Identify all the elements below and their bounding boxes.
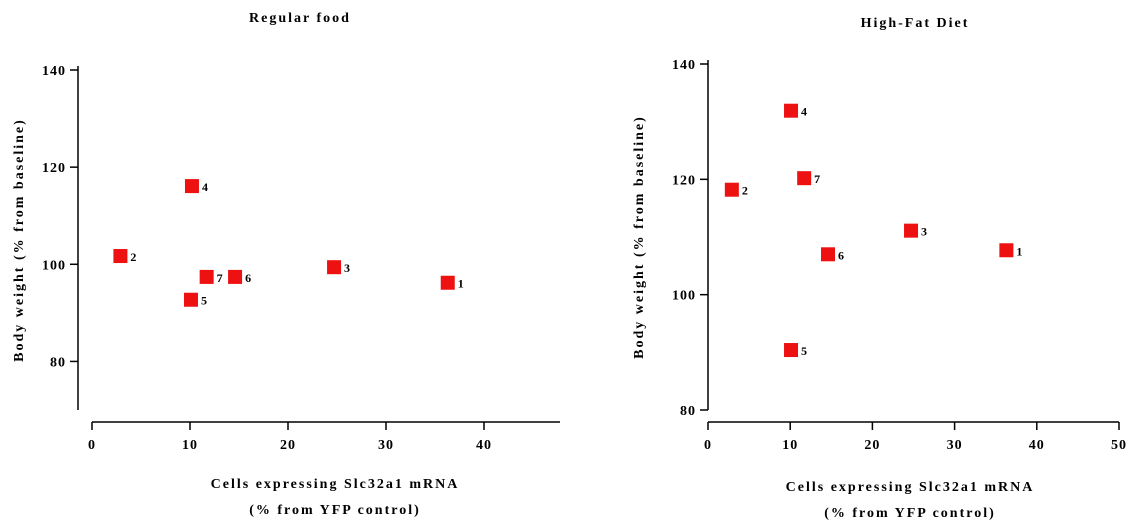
x-tick-label: 0 bbox=[704, 438, 712, 453]
y-tick-label: 140 bbox=[672, 58, 696, 73]
data-point-marker bbox=[184, 179, 199, 194]
data-point-label: 6 bbox=[245, 271, 251, 285]
x-tick-label: 0 bbox=[88, 438, 96, 453]
x-tick-label: 50 bbox=[1111, 438, 1127, 453]
x-tick-label: 40 bbox=[476, 438, 492, 453]
y-tick-label: 140 bbox=[42, 64, 66, 79]
data-point-label: 6 bbox=[838, 248, 844, 262]
y-tick-label: 120 bbox=[672, 173, 696, 188]
y-tick-label: 100 bbox=[42, 258, 66, 273]
y-tick-label: 80 bbox=[50, 355, 66, 370]
data-point-marker bbox=[183, 292, 198, 307]
data-point-label: 5 bbox=[801, 344, 807, 358]
y-tick-label: 120 bbox=[42, 161, 66, 176]
data-point-label: 7 bbox=[217, 271, 223, 285]
data-point-marker bbox=[724, 182, 739, 197]
data-point-label: 4 bbox=[801, 105, 807, 119]
data-point-marker bbox=[113, 249, 128, 264]
data-point-label: 4 bbox=[202, 180, 208, 194]
y-tick-label: 80 bbox=[680, 404, 696, 419]
data-point-marker bbox=[440, 275, 455, 290]
x-axis-label-units: (% from YFP control) bbox=[249, 503, 421, 518]
data-point-marker bbox=[999, 243, 1014, 258]
data-point-label: 3 bbox=[344, 261, 350, 275]
data-point-label: 5 bbox=[201, 294, 207, 308]
data-point-marker bbox=[327, 260, 342, 275]
data-point-label: 2 bbox=[742, 184, 748, 198]
data-point-label: 2 bbox=[130, 250, 136, 264]
x-tick-label: 20 bbox=[864, 438, 880, 453]
data-point-marker bbox=[199, 269, 214, 284]
y-tick-label: 100 bbox=[672, 289, 696, 304]
data-point-marker bbox=[904, 223, 919, 238]
data-point-marker bbox=[821, 247, 836, 262]
data-point-label: 1 bbox=[1016, 244, 1022, 258]
scatter-chart-regular-food: Regular food8010012014001020304050Cells … bbox=[12, 11, 560, 518]
x-axis-label-units: (% from YFP control) bbox=[824, 506, 996, 521]
data-point-marker bbox=[784, 343, 799, 358]
chart-title: Regular food bbox=[249, 11, 351, 26]
y-axis-label: Body weight (% from baseline) bbox=[632, 115, 647, 359]
y-axis-label: Body weight (% from baseline) bbox=[12, 118, 27, 362]
chart-title: High-Fat Diet bbox=[861, 16, 970, 31]
x-axis-label: Cells expressing Slc32a1 mRNA bbox=[211, 477, 460, 492]
x-axis-label: Cells expressing Slc32a1 mRNA bbox=[786, 480, 1035, 495]
data-point-marker bbox=[228, 269, 243, 284]
data-point-label: 1 bbox=[458, 277, 464, 291]
data-point-marker bbox=[784, 103, 799, 118]
data-point-marker bbox=[797, 171, 812, 186]
x-tick-label: 20 bbox=[280, 438, 296, 453]
data-point-label: 3 bbox=[921, 225, 927, 239]
x-tick-label: 10 bbox=[182, 438, 198, 453]
x-tick-label: 30 bbox=[947, 438, 963, 453]
x-tick-label: 30 bbox=[378, 438, 394, 453]
scatter-chart-high-fat-diet: High-Fat Diet 80 100 120 140 0 10 20 30 40 50 Cells… bbox=[632, 16, 1127, 521]
x-tick-label: 40 bbox=[1029, 438, 1045, 453]
x-tick-label: 10 bbox=[782, 438, 798, 453]
data-point-label: 7 bbox=[814, 172, 820, 186]
